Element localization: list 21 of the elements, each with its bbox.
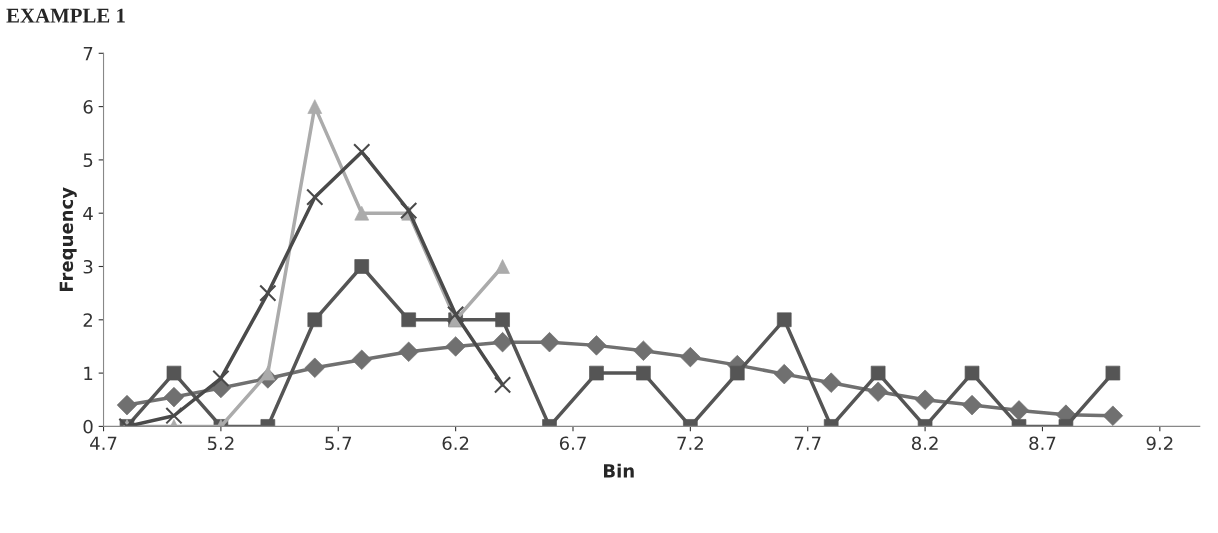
x-tick-label: 7.2 [677, 436, 703, 450]
y-tick-label: 2 [83, 313, 92, 327]
x-tick-label: 9.2 [1146, 436, 1173, 451]
x-axis-title: Bin [604, 463, 634, 478]
y-tick-label: 3 [83, 259, 93, 274]
chart-title: EXAMPLE 1 [6, 8, 125, 23]
x-tick-label: 6.7 [559, 436, 586, 451]
y-tick-label: 1 [84, 366, 93, 380]
x-tick-label: 6.2 [442, 436, 469, 451]
y-tick-label: 6 [83, 100, 93, 114]
x-tick-label: 5.2 [207, 436, 234, 451]
y-tick-label: 4 [83, 206, 93, 221]
x-tick-label: 8.2 [911, 436, 938, 451]
y-axis-title: Frequency [59, 187, 77, 292]
y-tick-label: 0 [83, 419, 93, 434]
x-tick-label: 8.7 [1029, 436, 1056, 451]
x-tick-label: 5.7 [325, 436, 352, 451]
x-tick-label: 4.7 [90, 436, 117, 450]
y-tick-label: 7 [83, 47, 93, 61]
y-tick-label: 5 [83, 153, 93, 168]
x-tick-label: 7.7 [794, 436, 821, 450]
